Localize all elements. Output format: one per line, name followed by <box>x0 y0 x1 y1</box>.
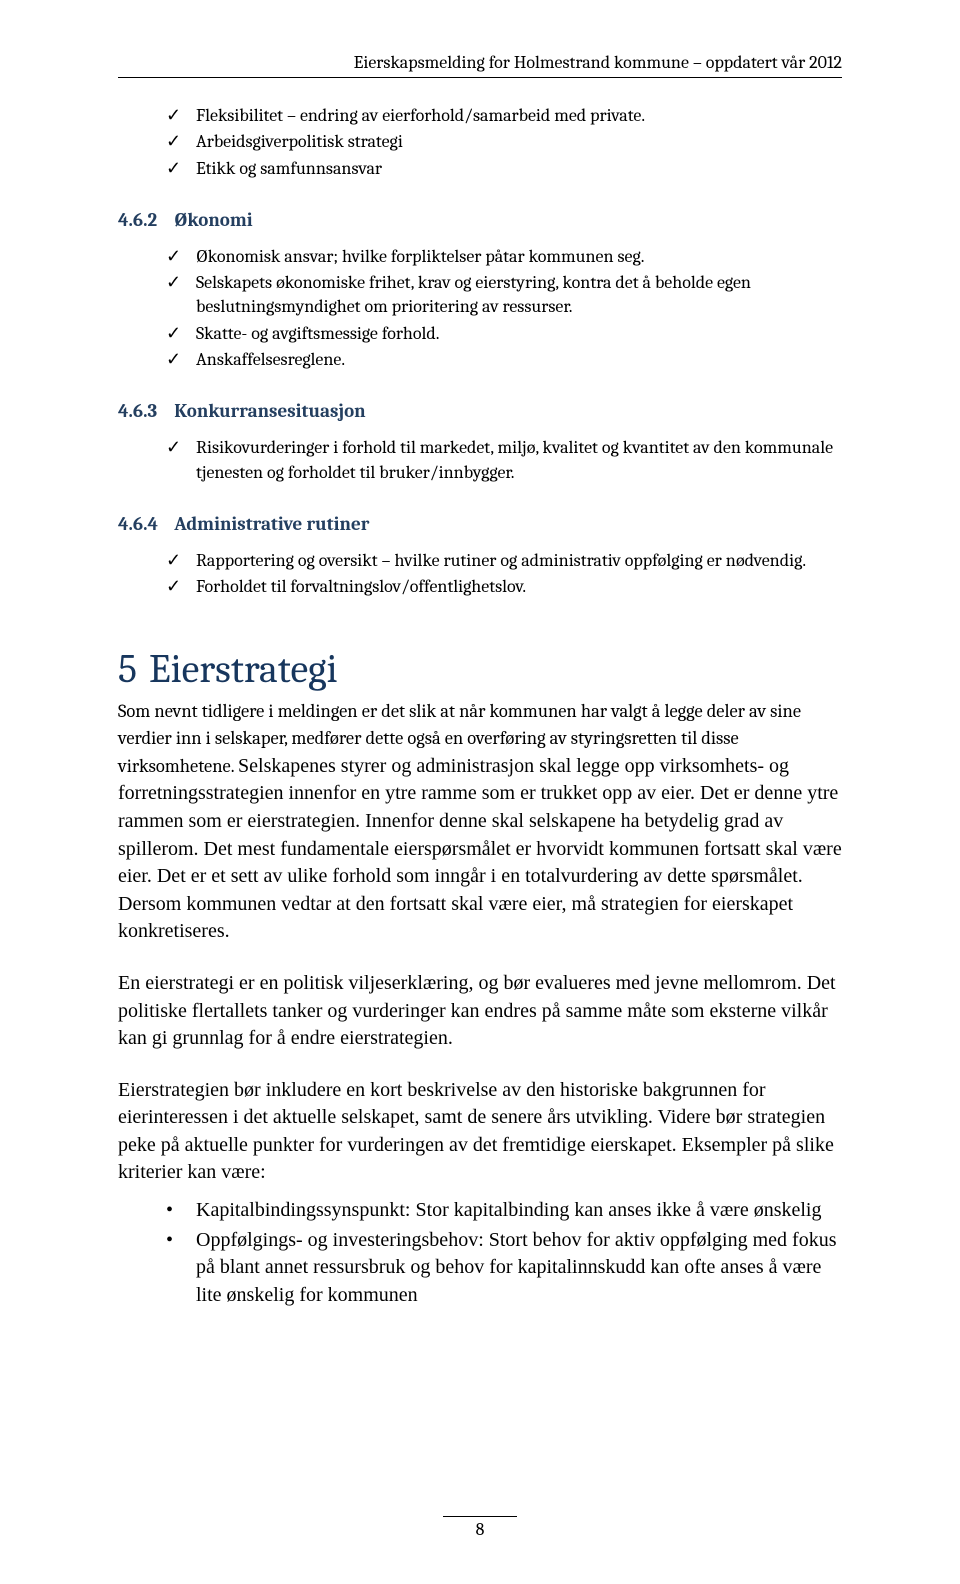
heading-number: 4.6.2 <box>118 209 170 231</box>
heading-number: 5 <box>118 646 137 692</box>
section-5-para-1: Som nevnt tidligere i meldingen er det s… <box>118 698 842 946</box>
section-5-para-2: En eierstrategi er en politisk viljeserk… <box>118 970 842 1053</box>
section-4-6-3-list: Risikovurderinger i forhold til markedet… <box>166 436 842 485</box>
heading-title: Administrative rutiner <box>174 513 369 535</box>
section-4-6-4-list: Rapportering og oversikt – hvilke rutine… <box>166 549 842 600</box>
list-item: Rapportering og oversikt – hvilke rutine… <box>166 549 842 573</box>
list-item: Fleksibilitet – endring av eierforhold/s… <box>166 104 842 128</box>
heading-title: Eierstrategi <box>149 646 338 692</box>
section-4-6-2-list: Økonomisk ansvar; hvilke forpliktelser p… <box>166 245 842 372</box>
section-5-para-3: Eierstrategien bør inkludere en kort bes… <box>118 1077 842 1187</box>
list-item: Oppfølgings- og investeringsbehov: Stort… <box>166 1227 842 1310</box>
list-item: Etikk og samfunnsansvar <box>166 157 842 181</box>
list-item: Skatte- og avgiftsmessige forhold. <box>166 322 842 346</box>
list-item: Arbeidsgiverpolitisk strategi <box>166 130 842 154</box>
list-item: Kapitalbindingssynspunkt: Stor kapitalbi… <box>166 1197 842 1225</box>
page-number: 8 <box>0 1516 960 1540</box>
list-item: Forholdet til forvaltningslov/offentligh… <box>166 575 842 599</box>
heading-title: Konkurransesituasjon <box>174 400 365 422</box>
heading-number: 4.6.4 <box>118 513 170 535</box>
list-item: Selskapets økonomiske frihet, krav og ei… <box>166 271 842 320</box>
list-item: Økonomisk ansvar; hvilke forpliktelser p… <box>166 245 842 269</box>
heading-title: Økonomi <box>174 209 252 231</box>
heading-5: 5 Eierstrategi <box>118 646 842 692</box>
section-5-bullets: Kapitalbindingssynspunkt: Stor kapitalbi… <box>166 1197 842 1309</box>
heading-4-6-4: 4.6.4 Administrative rutiner <box>118 513 842 535</box>
pre-section-list: Fleksibilitet – endring av eierforhold/s… <box>166 104 842 181</box>
page-number-value: 8 <box>476 1519 485 1540</box>
heading-4-6-3: 4.6.3 Konkurransesituasjon <box>118 400 842 422</box>
heading-4-6-2: 4.6.2 Økonomi <box>118 209 842 231</box>
running-header: Eierskapsmelding for Holmestrand kommune… <box>118 52 842 78</box>
para-1-rest: Selskapenes styrer og administrasjon ska… <box>118 755 842 943</box>
list-item: Anskaffelsesreglene. <box>166 348 842 372</box>
heading-number: 4.6.3 <box>118 400 170 422</box>
list-item: Risikovurderinger i forhold til markedet… <box>166 436 842 485</box>
